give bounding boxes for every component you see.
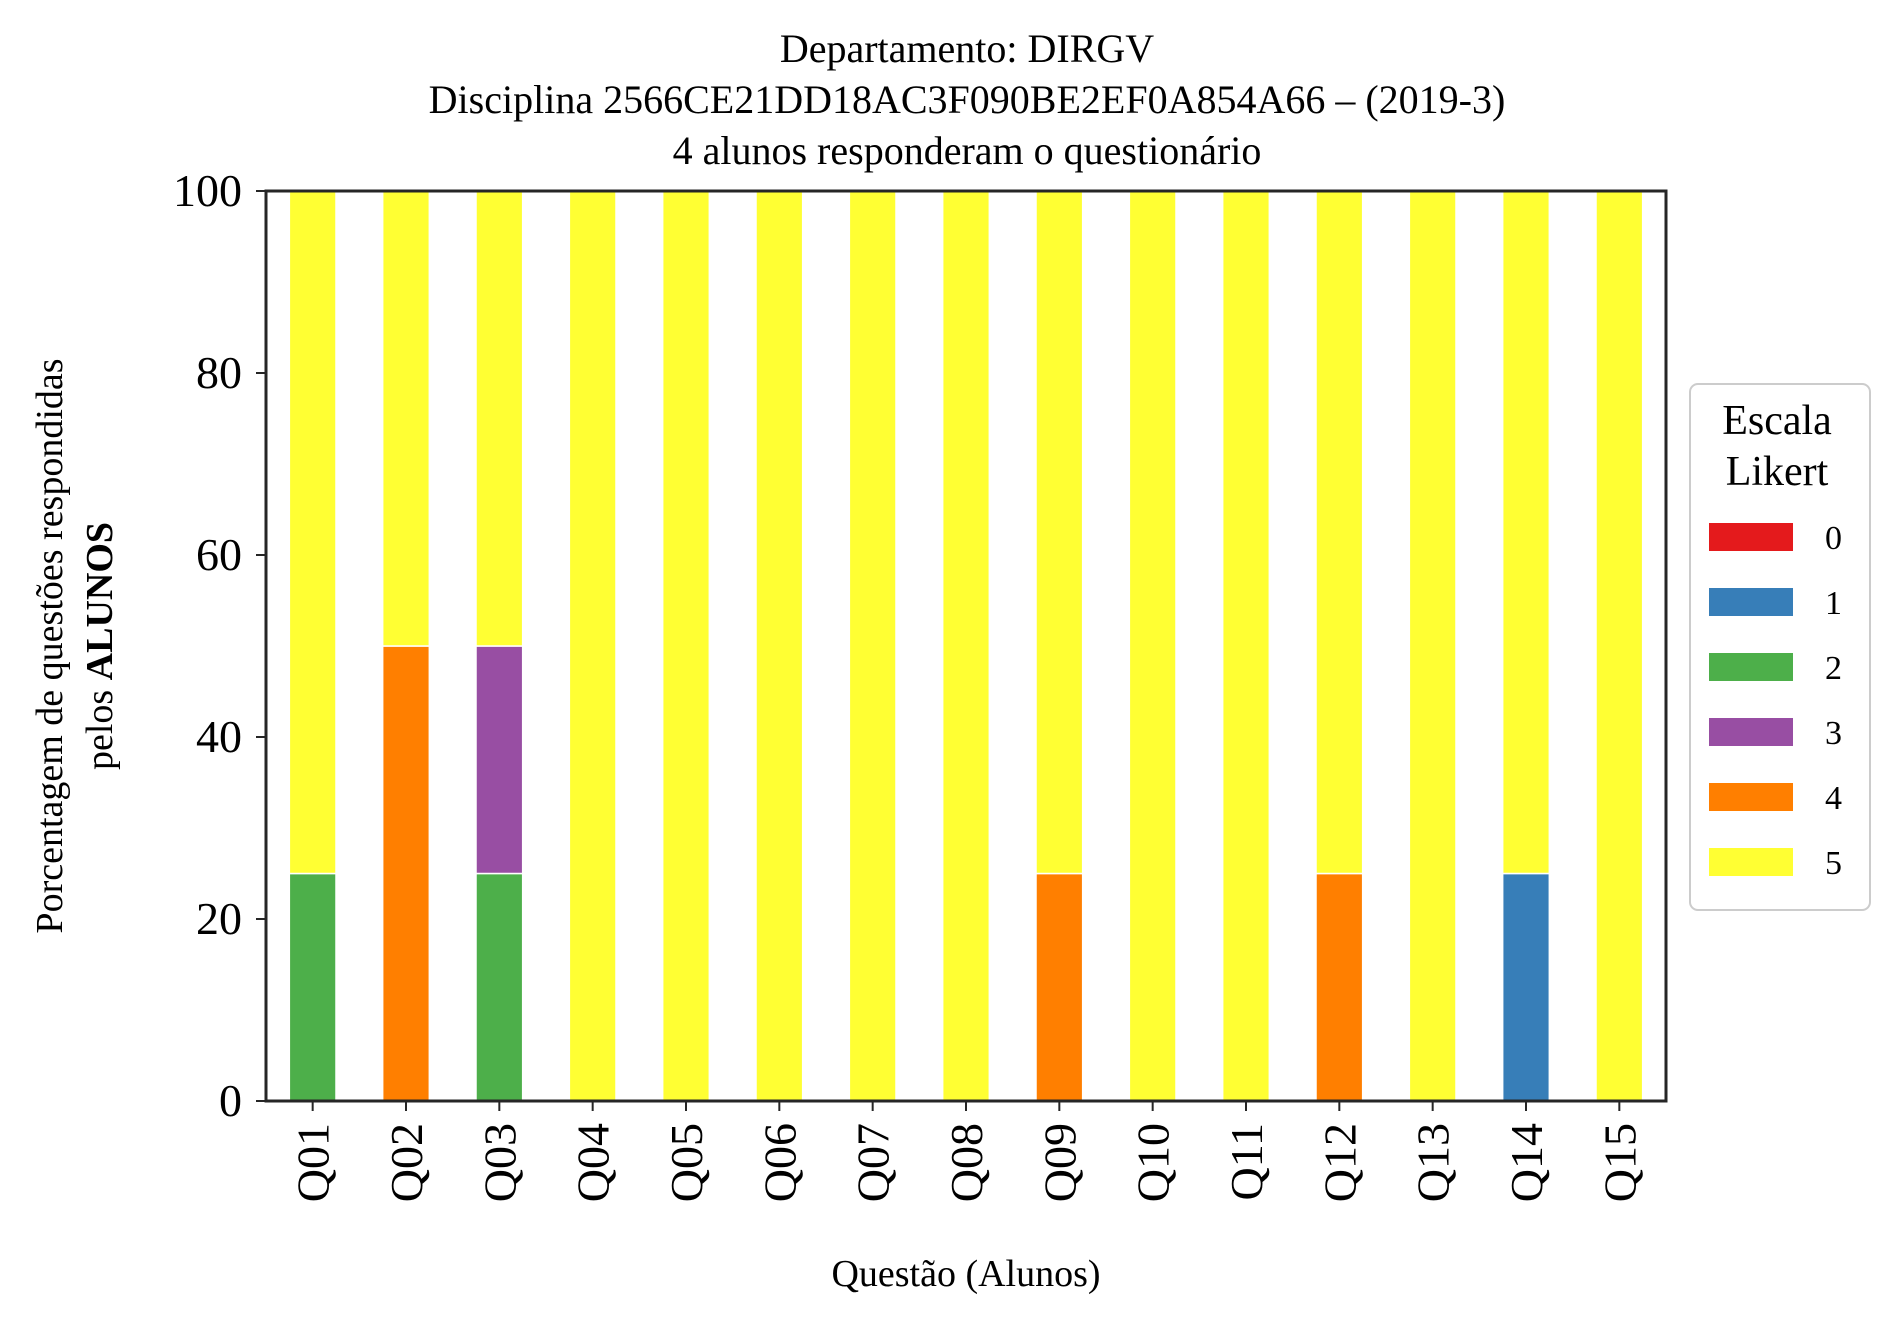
x-tick-label: Q01 [288, 1123, 339, 1202]
y-tick-label: 0 [219, 1075, 242, 1126]
x-tick-label: Q12 [1314, 1123, 1365, 1202]
bars-group [288, 190, 1644, 1102]
legend-swatch-0 [1709, 523, 1793, 551]
bar-Q02-level-5 [381, 190, 431, 647]
bar-Q09-level-4 [1035, 872, 1084, 1102]
y-axis-label: Porcentagem de questões respondidas pelo… [29, 358, 121, 933]
x-tick-label: Q05 [661, 1123, 712, 1202]
legend-swatch-5 [1709, 848, 1793, 876]
legend-label-5: 5 [1825, 845, 1842, 882]
title-line-1: Departamento: DIRGV [780, 26, 1154, 71]
x-axis-label: Questão (Alunos) [831, 1253, 1100, 1295]
x-tick-label: Q14 [1501, 1123, 1552, 1202]
legend-title-line-1: Escala [1722, 398, 1832, 444]
bar-Q12-level-4 [1315, 872, 1364, 1102]
y-tick-label: 100 [173, 165, 242, 216]
bar-Q06-level-5 [755, 190, 804, 1102]
y-axis-ticks: 0 20 40 60 80 100 [173, 165, 266, 1126]
bar-Q10-level-5 [1128, 190, 1177, 1102]
x-tick-label: Q06 [754, 1123, 805, 1202]
x-tick-label: Q10 [1128, 1123, 1179, 1202]
x-tick-label: Q03 [474, 1123, 525, 1202]
x-axis-ticks: Q01 Q02 Q03 Q04 Q05 Q06 Q07 Q08 Q09 Q10 Q11 Q12 Q13 Q… [288, 1101, 1645, 1202]
bar-Q01-level-2 [288, 872, 337, 1102]
bar-Q04-level-5 [568, 190, 617, 1102]
legend-swatch-3 [1709, 718, 1793, 746]
bar-Q11-level-5 [1221, 190, 1271, 1102]
chart-title: Departamento: DIRGV Disciplina 2566CE21D… [429, 26, 1506, 173]
y-axis-label-prefix: pelos [79, 680, 121, 770]
y-axis-label-line-1: Porcentagem de questões respondidas [29, 358, 71, 933]
bar-Q03-level-3 [475, 645, 524, 875]
x-tick-label: Q04 [568, 1123, 619, 1202]
bar-Q05-level-5 [661, 190, 711, 1102]
bar-Q14-level-1 [1501, 872, 1551, 1102]
legend-entries: 0 1 2 3 4 5 [1709, 520, 1842, 882]
bar-Q14-level-5 [1501, 190, 1551, 875]
legend-label-4: 4 [1825, 780, 1842, 817]
legend: Escala Likert 0 1 2 3 4 5 [1689, 383, 1871, 911]
bar-Q03-level-2 [475, 872, 524, 1102]
bar-Q15-level-5 [1595, 190, 1644, 1102]
x-tick-label: Q15 [1594, 1123, 1645, 1202]
y-tick-label: 80 [196, 347, 242, 398]
bar-Q03-level-5 [475, 190, 524, 647]
bar-Q02-level-4 [381, 645, 431, 1102]
y-tick-label: 40 [196, 711, 242, 762]
legend-frame [1689, 383, 1871, 911]
y-tick-label: 20 [196, 893, 242, 944]
legend-swatch-4 [1709, 783, 1793, 811]
legend-swatch-1 [1709, 588, 1793, 616]
bar-Q07-level-5 [848, 190, 897, 1102]
y-axis-label-bold: ALUNOS [79, 522, 121, 680]
bar-Q01-level-5 [288, 190, 337, 875]
legend-label-2: 2 [1825, 650, 1842, 687]
bar-Q12-level-5 [1315, 190, 1364, 875]
bar-Q08-level-5 [941, 190, 991, 1102]
x-tick-label: Q02 [381, 1123, 432, 1202]
bar-Q09-level-5 [1035, 190, 1084, 875]
x-tick-label: Q07 [848, 1123, 899, 1202]
legend-label-3: 3 [1825, 715, 1842, 752]
legend-label-1: 1 [1825, 585, 1842, 622]
legend-title-line-2: Likert [1726, 449, 1829, 495]
legend-label-0: 0 [1825, 520, 1842, 557]
title-line-3: 4 alunos responderam o questionário [673, 128, 1262, 173]
x-tick-label: Q08 [941, 1123, 992, 1202]
x-tick-label: Q13 [1408, 1123, 1459, 1202]
y-tick-label: 60 [196, 529, 242, 580]
y-axis-label-line-2: pelos ALUNOS [79, 522, 121, 770]
legend-swatch-2 [1709, 653, 1793, 681]
x-tick-label: Q11 [1221, 1123, 1272, 1201]
title-line-2: Disciplina 2566CE21DD18AC3F090BE2EF0A854… [429, 77, 1506, 122]
bar-Q13-level-5 [1408, 190, 1457, 1102]
x-tick-label: Q09 [1034, 1123, 1085, 1202]
